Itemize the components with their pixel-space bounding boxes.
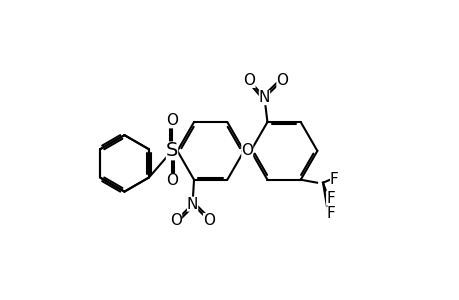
Text: S: S bbox=[166, 141, 178, 160]
Text: O: O bbox=[170, 213, 182, 228]
Text: O: O bbox=[166, 113, 178, 128]
Text: F: F bbox=[325, 206, 334, 221]
Text: O: O bbox=[243, 73, 255, 88]
Text: N: N bbox=[258, 90, 269, 105]
Text: O: O bbox=[166, 173, 178, 188]
Text: F: F bbox=[329, 172, 338, 187]
Text: O: O bbox=[202, 213, 214, 228]
Text: O: O bbox=[276, 73, 288, 88]
Text: O: O bbox=[241, 143, 253, 158]
Text: F: F bbox=[325, 190, 334, 206]
Text: N: N bbox=[186, 196, 198, 211]
